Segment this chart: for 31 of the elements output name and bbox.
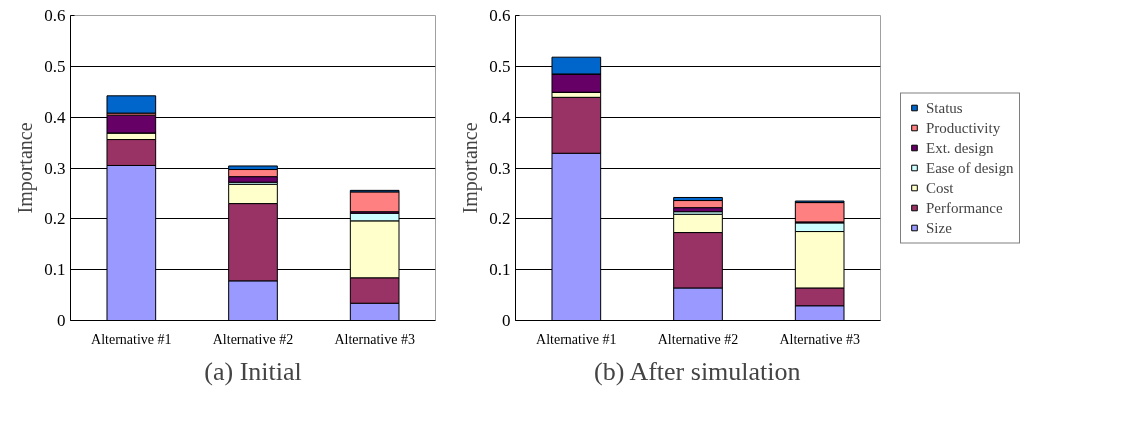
x-tick-label: Alternative #2 [212, 331, 294, 347]
y-tick-label: 0 [57, 311, 66, 330]
y-tick-label: 0.3 [44, 158, 66, 178]
text: (a) Initial [204, 356, 302, 386]
y-tick-label: 0.2 [489, 209, 511, 229]
x-tick-label: Alternative #1 [91, 331, 172, 347]
x-tick-label: Alternative #2 [657, 331, 739, 347]
legend-label: Cost [926, 179, 954, 196]
y-tick-label: 0.4 [44, 107, 66, 127]
y-tick-label: 0.3 [489, 158, 511, 178]
legend-label: Ease of design [926, 159, 1014, 176]
y-tick-label: 0.5 [489, 56, 511, 76]
legend-label: Performance [926, 199, 1003, 216]
legend-label: Size [926, 219, 952, 236]
y-tick-label: 0.1 [44, 260, 66, 280]
x-tick-label: Alternative #3 [779, 331, 860, 347]
x-tick-label: Alternative #1 [536, 331, 617, 347]
y-tick-label: 0 [502, 311, 511, 330]
legend-label: Status [926, 99, 963, 116]
y-tick-label: 0.2 [44, 209, 66, 229]
y-tick-label: 0.4 [489, 107, 511, 127]
legend-label: Ext. design [926, 139, 994, 156]
legend-label: Productivity [926, 119, 1001, 136]
text: (b) After simulation [594, 356, 801, 386]
y-axis-title: Importance [459, 122, 483, 214]
y-tick-label: 0.5 [44, 56, 66, 76]
x-tick-label: Alternative #3 [334, 331, 415, 347]
y-tick-label: 0.6 [44, 6, 66, 25]
y-tick-label: 0.6 [489, 6, 511, 25]
y-axis-title: Importance [14, 122, 38, 214]
y-tick-label: 0.1 [489, 260, 511, 280]
